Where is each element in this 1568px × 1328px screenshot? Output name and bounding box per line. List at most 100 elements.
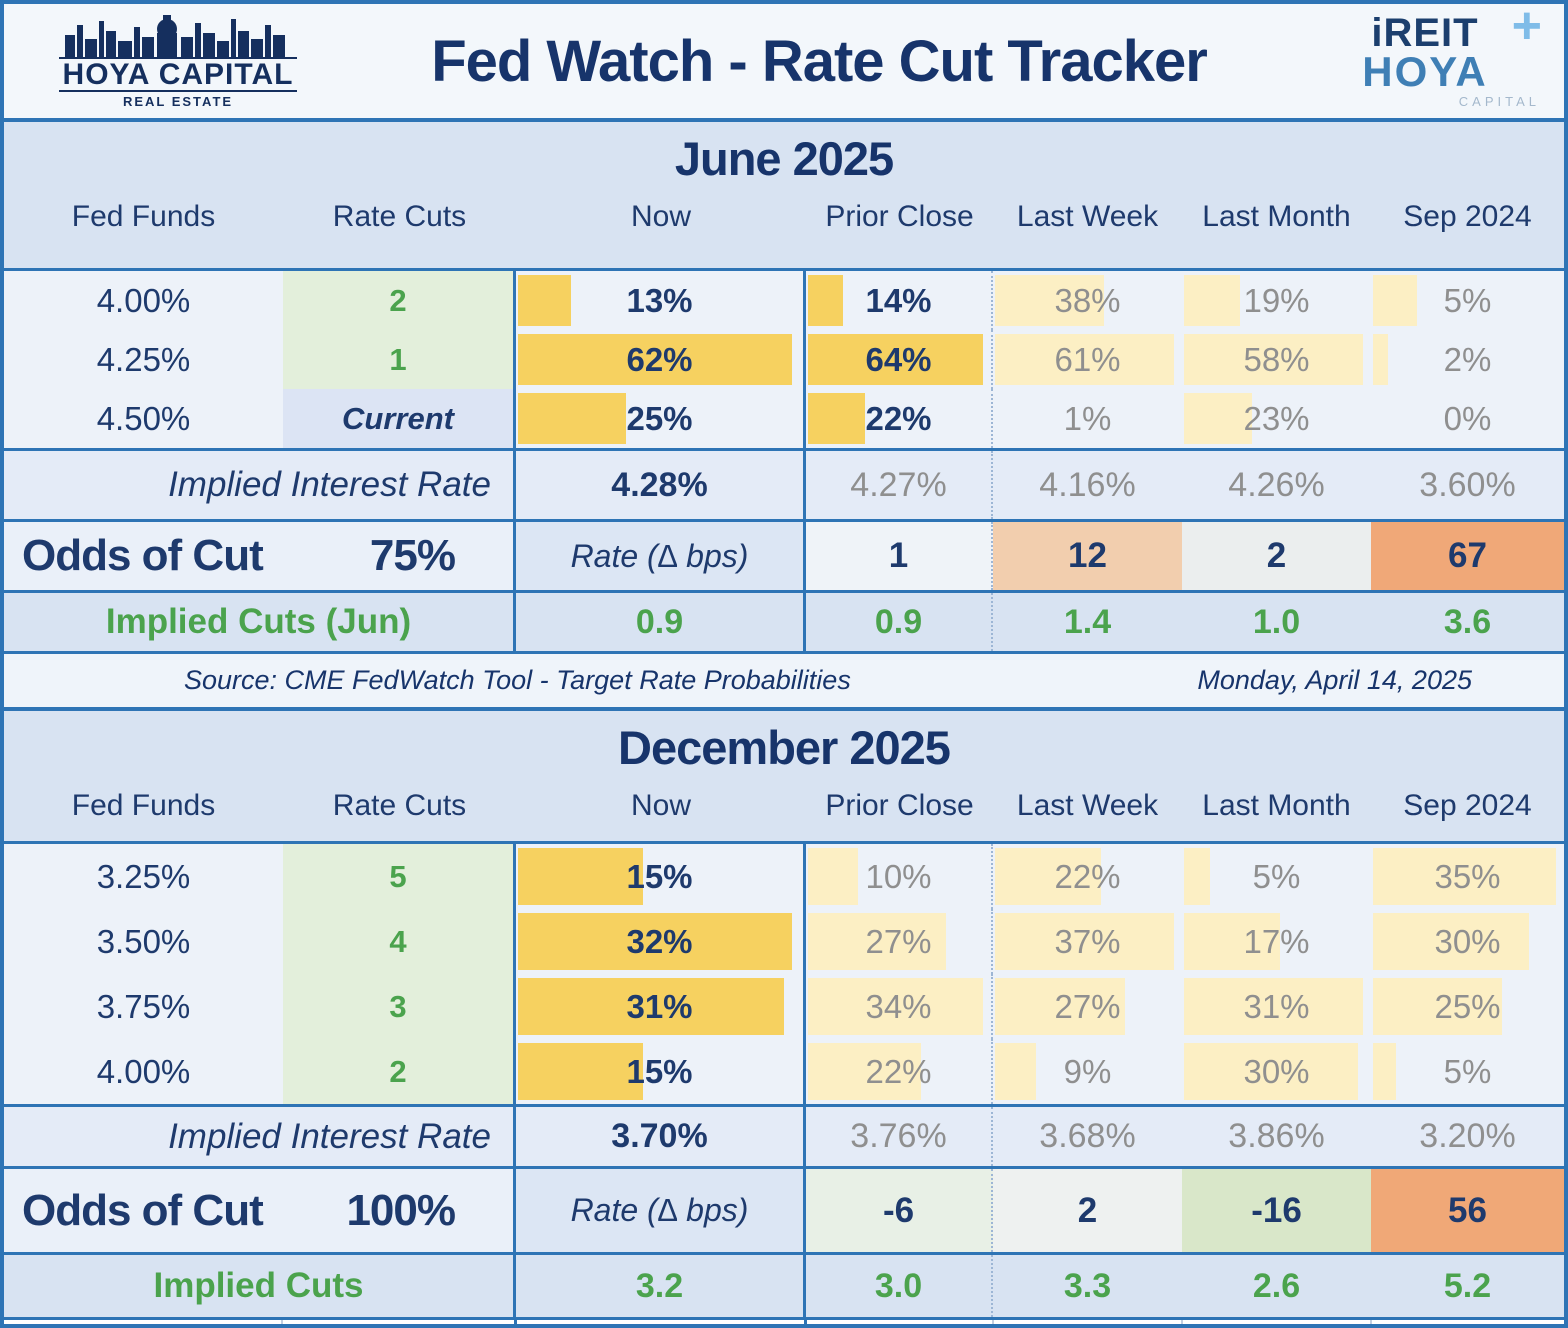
prob-cell-now: 13% — [516, 271, 806, 330]
col-header-last-month: Last Month — [1202, 789, 1351, 822]
source-row: Source: CME FedWatch Tool - Target Rate … — [4, 654, 1564, 707]
source-text: Source: CME FedWatch Tool - Target Rate … — [184, 665, 851, 695]
fed-funds-cell: 3.25% — [4, 844, 283, 909]
implied-cuts-now: 3.2 — [516, 1255, 806, 1317]
prob-value: 22% — [1054, 857, 1121, 895]
col-header-last-week: Last Week — [1016, 200, 1159, 233]
rate-delta-sep: 67 — [1371, 522, 1564, 590]
col-header-now: Now — [630, 200, 691, 233]
june-implied-cuts-row: Implied Cuts (Jun) 0.9 0.9 1.4 1.0 3.6 — [4, 593, 1564, 651]
odds-of-cut-value: 100% — [346, 1185, 456, 1235]
implied-rate-month: 4.26% — [1228, 465, 1325, 504]
divider — [4, 707, 1564, 711]
implied-cuts-label: Implied Cuts (Jun) — [4, 593, 516, 651]
prob-cell-now: 32% — [516, 909, 806, 974]
hoya-capital-sub: REAL ESTATE — [122, 94, 234, 110]
page-title: Fed Watch - Rate Cut Tracker — [431, 28, 1208, 94]
divider — [4, 651, 1564, 654]
implied-cuts-week: 1.4 — [1063, 602, 1112, 641]
prob-value: 64% — [865, 340, 932, 378]
odds-of-cut-value: 75% — [369, 531, 456, 580]
data-bar — [995, 275, 1105, 326]
prob-value: 23% — [1243, 399, 1310, 437]
plus-icon: + — [1511, 0, 1542, 55]
data-bar — [518, 913, 793, 970]
gridline-stub — [1181, 1320, 1183, 1324]
divider — [4, 118, 1564, 122]
prob-cell-sep: 0% — [1371, 389, 1564, 448]
col-header-fed-funds: Fed Funds — [71, 789, 216, 822]
prob-cell-sep: 30% — [1371, 909, 1564, 974]
gridline-stub — [281, 1320, 283, 1324]
divider — [4, 268, 1564, 271]
date-text: Monday, April 14, 2025 — [1197, 665, 1472, 695]
prob-cell-week: 61% — [993, 330, 1182, 389]
prob-cell-prior: 27% — [806, 909, 993, 974]
data-bar — [1373, 334, 1389, 385]
divider — [4, 841, 1564, 844]
december-data-rows: 3.25% 5 15% 10% 22% 5% 35% 3.50% 4 32% 2… — [4, 844, 1564, 1104]
data-bar — [808, 848, 858, 905]
data-bar — [808, 1043, 921, 1100]
prob-value: 0% — [1443, 399, 1492, 437]
divider — [4, 1104, 1564, 1107]
prob-value: 22% — [865, 399, 932, 437]
table-row: 3.75% 3 31% 34% 27% 31% 25% — [4, 974, 1564, 1039]
rate-delta-month: 2 — [1182, 522, 1371, 590]
december-section-header: December 2025 Fed Funds Rate Cuts Now Pr… — [4, 711, 1564, 841]
december-odds-row: Odds of Cut 100% Rate (∆ bps) -6 2 -16 5… — [4, 1169, 1564, 1252]
prob-value: 30% — [1434, 922, 1501, 960]
implied-cuts-now: 0.9 — [516, 593, 806, 651]
prob-value: 25% — [626, 399, 693, 437]
prob-value: 17% — [1243, 922, 1310, 960]
december-column-headers: Fed Funds Rate Cuts Now Prior Close Last… — [4, 783, 1564, 841]
prob-cell-month: 30% — [1182, 1039, 1371, 1104]
prob-value: 30% — [1243, 1052, 1310, 1090]
col-header-sep-2024: Sep 2024 — [1403, 789, 1532, 822]
prob-value: 62% — [626, 340, 693, 378]
prob-cell-now: 25% — [516, 389, 806, 448]
data-bar — [1184, 848, 1211, 905]
prob-cell-week: 37% — [993, 909, 1182, 974]
col-header-prior-close: Prior Close — [825, 789, 974, 822]
odds-label-group: Odds of Cut 75% — [4, 522, 516, 590]
implied-rate-week: 4.16% — [1039, 465, 1136, 504]
december-title: December 2025 — [618, 720, 951, 774]
divider — [4, 519, 1564, 522]
data-bar — [995, 913, 1175, 970]
gridline-stub — [514, 1320, 517, 1324]
prob-value: 14% — [865, 281, 932, 319]
prob-value: 38% — [1054, 281, 1121, 319]
rate-cuts-cell: 2 — [283, 271, 516, 330]
capital-wordmark: CAPITAL — [1458, 93, 1540, 109]
implied-cuts-month: 1.0 — [1252, 602, 1301, 641]
june-column-headers: Fed Funds Rate Cuts Now Prior Close Last… — [4, 194, 1564, 268]
col-header-rate-cuts: Rate Cuts — [332, 789, 467, 822]
ireit-wordmark: iREIT — [1371, 10, 1479, 55]
data-bar — [1373, 1043, 1397, 1100]
prob-value: 9% — [1063, 1052, 1112, 1090]
prob-value: 58% — [1243, 340, 1310, 378]
prob-cell-week: 22% — [993, 844, 1182, 909]
prob-value: 61% — [1054, 340, 1121, 378]
prob-cell-now: 15% — [516, 844, 806, 909]
data-bar — [1373, 978, 1503, 1035]
prob-value: 31% — [626, 987, 693, 1025]
prob-value: 15% — [626, 1052, 693, 1090]
data-bar — [1373, 848, 1557, 905]
prob-cell-month: 19% — [1182, 271, 1371, 330]
rate-cuts-cell: 5 — [283, 844, 516, 909]
divider — [4, 1317, 1564, 1320]
data-bar — [1184, 334, 1364, 385]
header: HOYA CAPITAL REAL ESTATE Fed Watch - Rat… — [4, 4, 1564, 118]
rate-cuts-cell: 3 — [283, 974, 516, 1039]
hoya-wordmark: HOYA — [1362, 47, 1488, 95]
data-bar — [995, 848, 1101, 905]
prob-value: 10% — [865, 857, 932, 895]
data-bar — [1184, 275, 1241, 326]
prob-value: 19% — [1243, 281, 1310, 319]
implied-rate-label: Implied Interest Rate — [4, 451, 516, 519]
implied-cuts-prior: 3.0 — [806, 1255, 993, 1317]
december-implied-rate-row: Implied Interest Rate 3.70% 3.76% 3.68% … — [4, 1107, 1564, 1166]
data-bar — [518, 1043, 644, 1100]
